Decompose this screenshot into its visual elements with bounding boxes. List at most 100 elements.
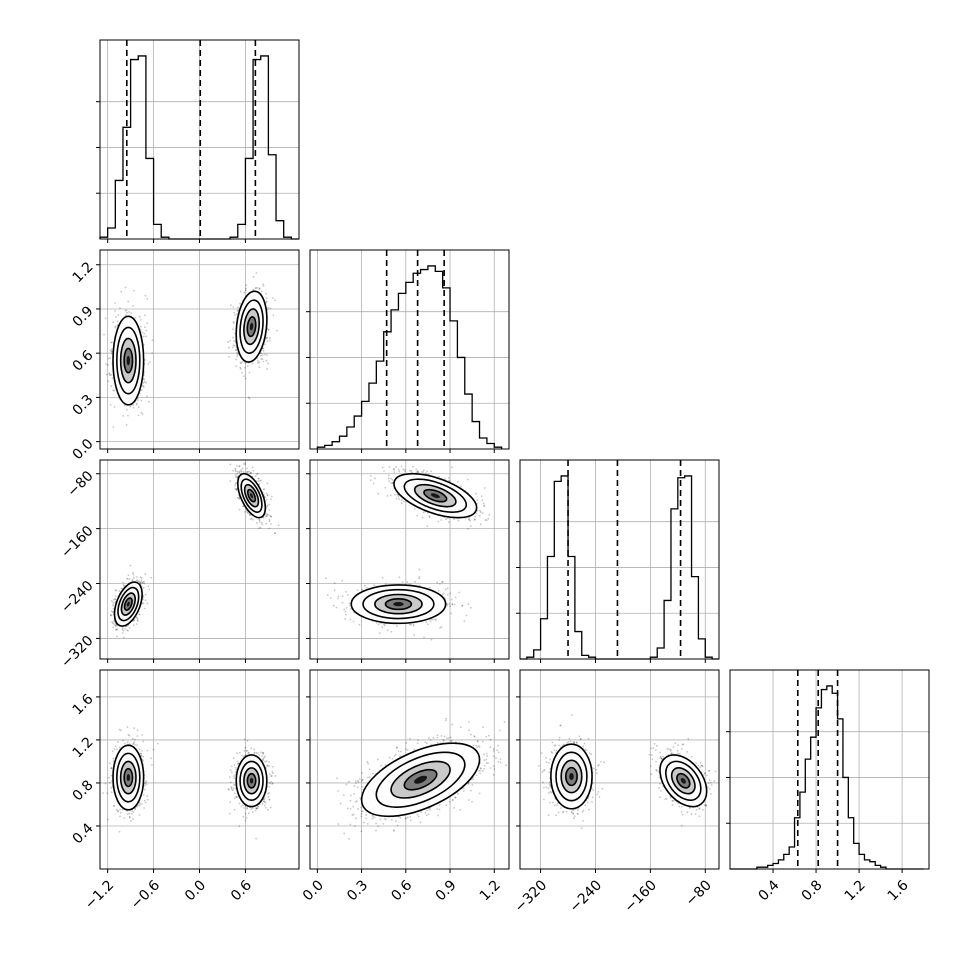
sample-point xyxy=(396,493,399,496)
sample-point xyxy=(236,496,239,499)
sample-point xyxy=(255,272,258,274)
sample-point xyxy=(258,527,260,529)
sample-point xyxy=(460,485,462,488)
sample-point xyxy=(151,339,154,342)
sample-point xyxy=(341,579,344,582)
sample-point xyxy=(236,351,238,354)
sample-point xyxy=(121,632,124,634)
sample-point xyxy=(119,307,121,310)
sample-point xyxy=(235,489,238,491)
sample-point xyxy=(123,636,125,639)
sample-point xyxy=(446,587,449,590)
y-tick-label: −240 xyxy=(58,578,97,617)
sample-point xyxy=(265,301,268,304)
sample-point xyxy=(242,505,245,508)
sample-point xyxy=(125,408,128,411)
sample-point xyxy=(229,463,232,466)
sample-point xyxy=(332,604,335,607)
sample-point xyxy=(115,589,118,592)
sample-point xyxy=(257,477,260,480)
sample-point xyxy=(349,608,352,610)
sample-point xyxy=(402,468,405,471)
sample-point xyxy=(132,573,135,576)
sample-point xyxy=(424,472,427,474)
sample-point xyxy=(266,308,269,311)
sample-point xyxy=(416,470,419,472)
sample-point xyxy=(266,337,268,339)
density-contour xyxy=(250,493,254,499)
sample-point xyxy=(442,592,445,595)
sample-point xyxy=(239,290,242,293)
sample-point xyxy=(374,477,376,480)
sample-point xyxy=(127,629,130,632)
sample-point xyxy=(401,498,403,501)
sample-point xyxy=(410,469,413,472)
sample-point xyxy=(144,294,147,297)
panel-content xyxy=(325,457,491,641)
sample-point xyxy=(258,361,261,364)
sample-point xyxy=(112,611,114,614)
sample-point xyxy=(232,469,234,472)
sample-point xyxy=(125,309,128,312)
sample-point xyxy=(127,300,130,303)
sample-point xyxy=(446,593,449,596)
sample-point xyxy=(260,358,263,360)
sample-point xyxy=(114,629,117,631)
sample-point xyxy=(114,325,117,328)
sample-point xyxy=(256,286,259,289)
sample-point xyxy=(227,346,230,349)
sample-point xyxy=(234,467,237,470)
sample-point xyxy=(125,424,128,426)
sample-point xyxy=(117,314,120,316)
sample-point xyxy=(393,468,396,471)
sample-point xyxy=(232,344,235,347)
sample-point xyxy=(418,576,421,578)
sample-point xyxy=(142,580,145,583)
sample-point xyxy=(147,400,150,403)
sample-point xyxy=(413,507,416,510)
sample-point xyxy=(232,322,235,324)
sample-point xyxy=(258,518,261,521)
sample-point xyxy=(260,352,263,355)
sample-point xyxy=(136,618,139,621)
sample-point xyxy=(269,514,271,517)
sample-point xyxy=(252,275,255,278)
sample-point xyxy=(468,518,471,520)
sample-point xyxy=(348,602,351,604)
sample-point xyxy=(112,626,115,629)
sample-point xyxy=(109,614,112,617)
sample-point xyxy=(441,580,444,583)
sample-point xyxy=(114,598,117,601)
sample-point xyxy=(268,503,270,506)
sample-point xyxy=(229,304,232,307)
sample-point xyxy=(115,316,117,319)
sample-point xyxy=(266,513,269,516)
sample-point xyxy=(397,457,399,459)
sample-point xyxy=(438,475,440,478)
sample-point xyxy=(139,576,142,579)
sample-point xyxy=(146,322,149,324)
sample-point xyxy=(474,515,477,518)
sample-point xyxy=(126,311,128,314)
sample-point xyxy=(116,320,119,323)
sample-point xyxy=(113,389,116,392)
sample-point xyxy=(105,373,108,376)
sample-point xyxy=(265,522,268,525)
sample-point xyxy=(240,468,243,471)
sample-point xyxy=(467,603,470,605)
sample-point xyxy=(369,474,372,477)
sample-point xyxy=(434,618,437,621)
sample-point xyxy=(444,478,446,480)
sample-point xyxy=(247,512,249,514)
sample-point xyxy=(397,495,400,498)
y-tick-label: 0.6 xyxy=(70,347,97,374)
sample-point xyxy=(372,482,375,485)
sample-point xyxy=(140,579,143,582)
sample-point xyxy=(238,508,241,511)
hist-panel xyxy=(96,39,300,243)
sample-point xyxy=(239,361,242,364)
sample-point xyxy=(269,337,271,339)
sample-point xyxy=(249,472,252,475)
sample-point xyxy=(241,371,243,374)
sample-point xyxy=(258,479,261,482)
